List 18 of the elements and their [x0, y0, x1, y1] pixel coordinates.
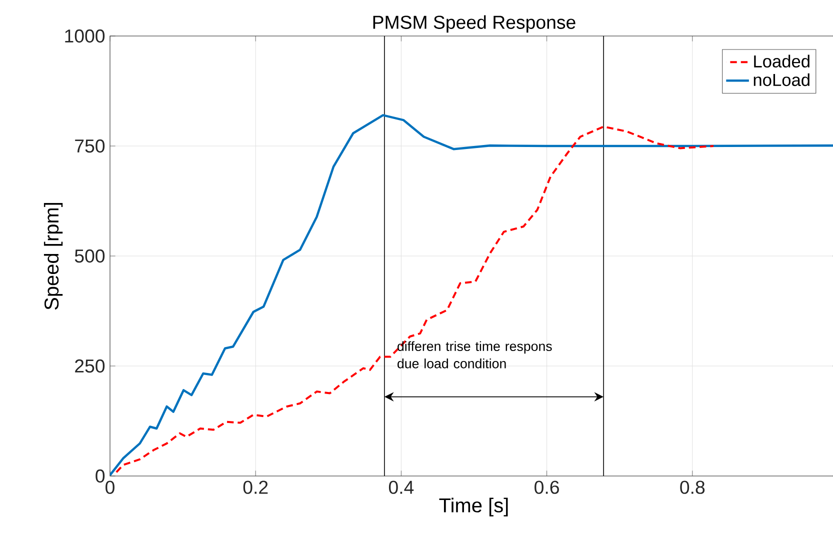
y-tick-label: 250	[75, 359, 105, 373]
x-axis-title: Time [s]	[439, 498, 508, 516]
x-tick-label: 0	[106, 480, 114, 494]
annotation: differen trise time respons due load condition	[398, 341, 552, 368]
y-tick-label: 750	[75, 139, 105, 153]
x-tick-label: 0.4	[388, 480, 414, 494]
y-tick-label: 0	[96, 469, 105, 483]
x-tick-label: 0.2	[243, 480, 268, 494]
y-axis-title: Speed [rpm]	[44, 202, 63, 310]
x-tick-label: 0.8	[680, 480, 705, 494]
legend-label: noLoad	[754, 73, 810, 86]
x-tick-label: 0.6	[534, 480, 559, 494]
legend-label: Loaded	[754, 54, 810, 68]
y-tick-label: 1000	[65, 29, 105, 43]
y-tick-label: 500	[74, 249, 105, 263]
line-series	[110, 114, 833, 476]
chart-title: PMSM Speed Response	[373, 15, 576, 33]
line-series	[112, 126, 715, 476]
